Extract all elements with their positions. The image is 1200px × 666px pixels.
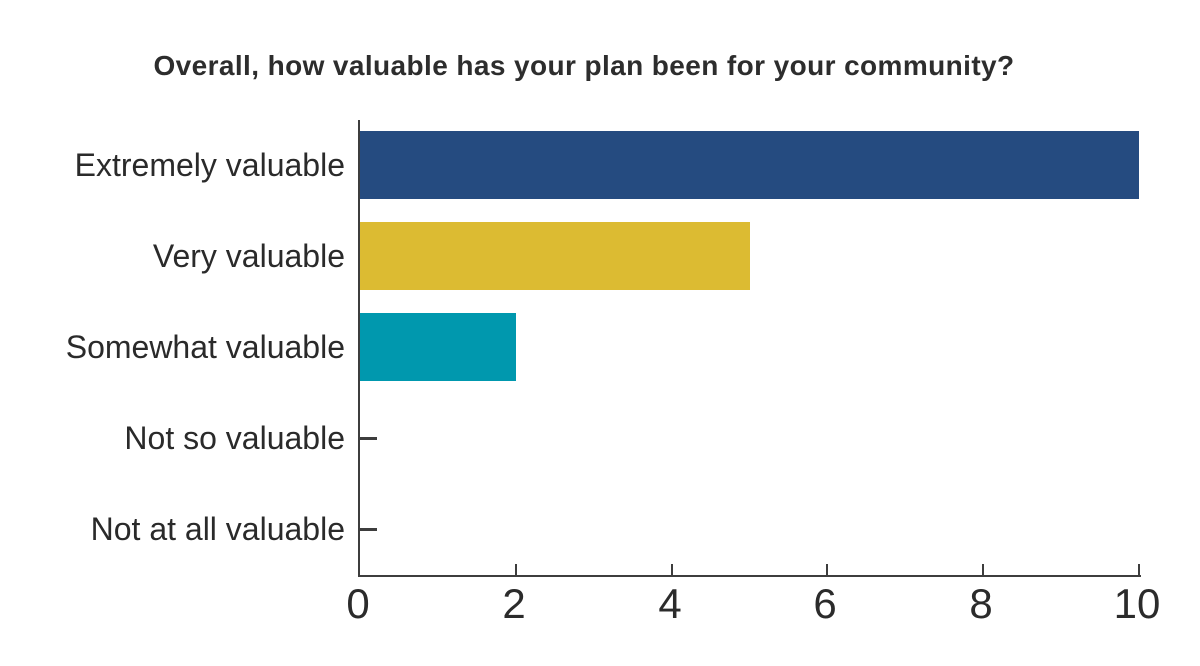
zero-value-tick [360, 528, 377, 531]
x-tick-label: 0 [346, 580, 370, 627]
x-tick-label: 4 [658, 580, 682, 627]
bar [360, 222, 750, 290]
x-tick-mark [1138, 564, 1140, 575]
bar-row [360, 302, 1141, 393]
category-label: Not so valuable [124, 420, 345, 456]
bar [360, 131, 1139, 199]
plot-area [358, 120, 1141, 577]
bar-row [360, 120, 1141, 211]
bar [360, 313, 516, 381]
category-label: Not at all valuable [90, 511, 345, 547]
x-tick-label: 2 [502, 580, 526, 627]
category-label: Very valuable [152, 238, 345, 274]
category-label: Somewhat valuable [65, 329, 345, 365]
x-axis-tick-labels: 0 2 4 6 8 10 [0, 580, 1200, 635]
category-label: Extremely valuable [74, 147, 345, 183]
bar-row [360, 211, 1141, 302]
x-tick-label: 10 [1113, 580, 1161, 627]
bar-row [360, 393, 1141, 484]
x-tick-label: 6 [813, 580, 837, 627]
chart-title: Overall, how valuable has your plan been… [153, 50, 1015, 81]
x-tick-mark [826, 564, 828, 575]
x-tick-mark [515, 564, 517, 575]
x-tick-mark [982, 564, 984, 575]
x-tick-label: 8 [969, 580, 993, 627]
x-tick-mark [671, 564, 673, 575]
zero-value-tick [360, 437, 377, 440]
bar-row [360, 484, 1141, 575]
y-axis-category-labels: Extremely valuable Very valuable Somewhat … [0, 120, 345, 575]
